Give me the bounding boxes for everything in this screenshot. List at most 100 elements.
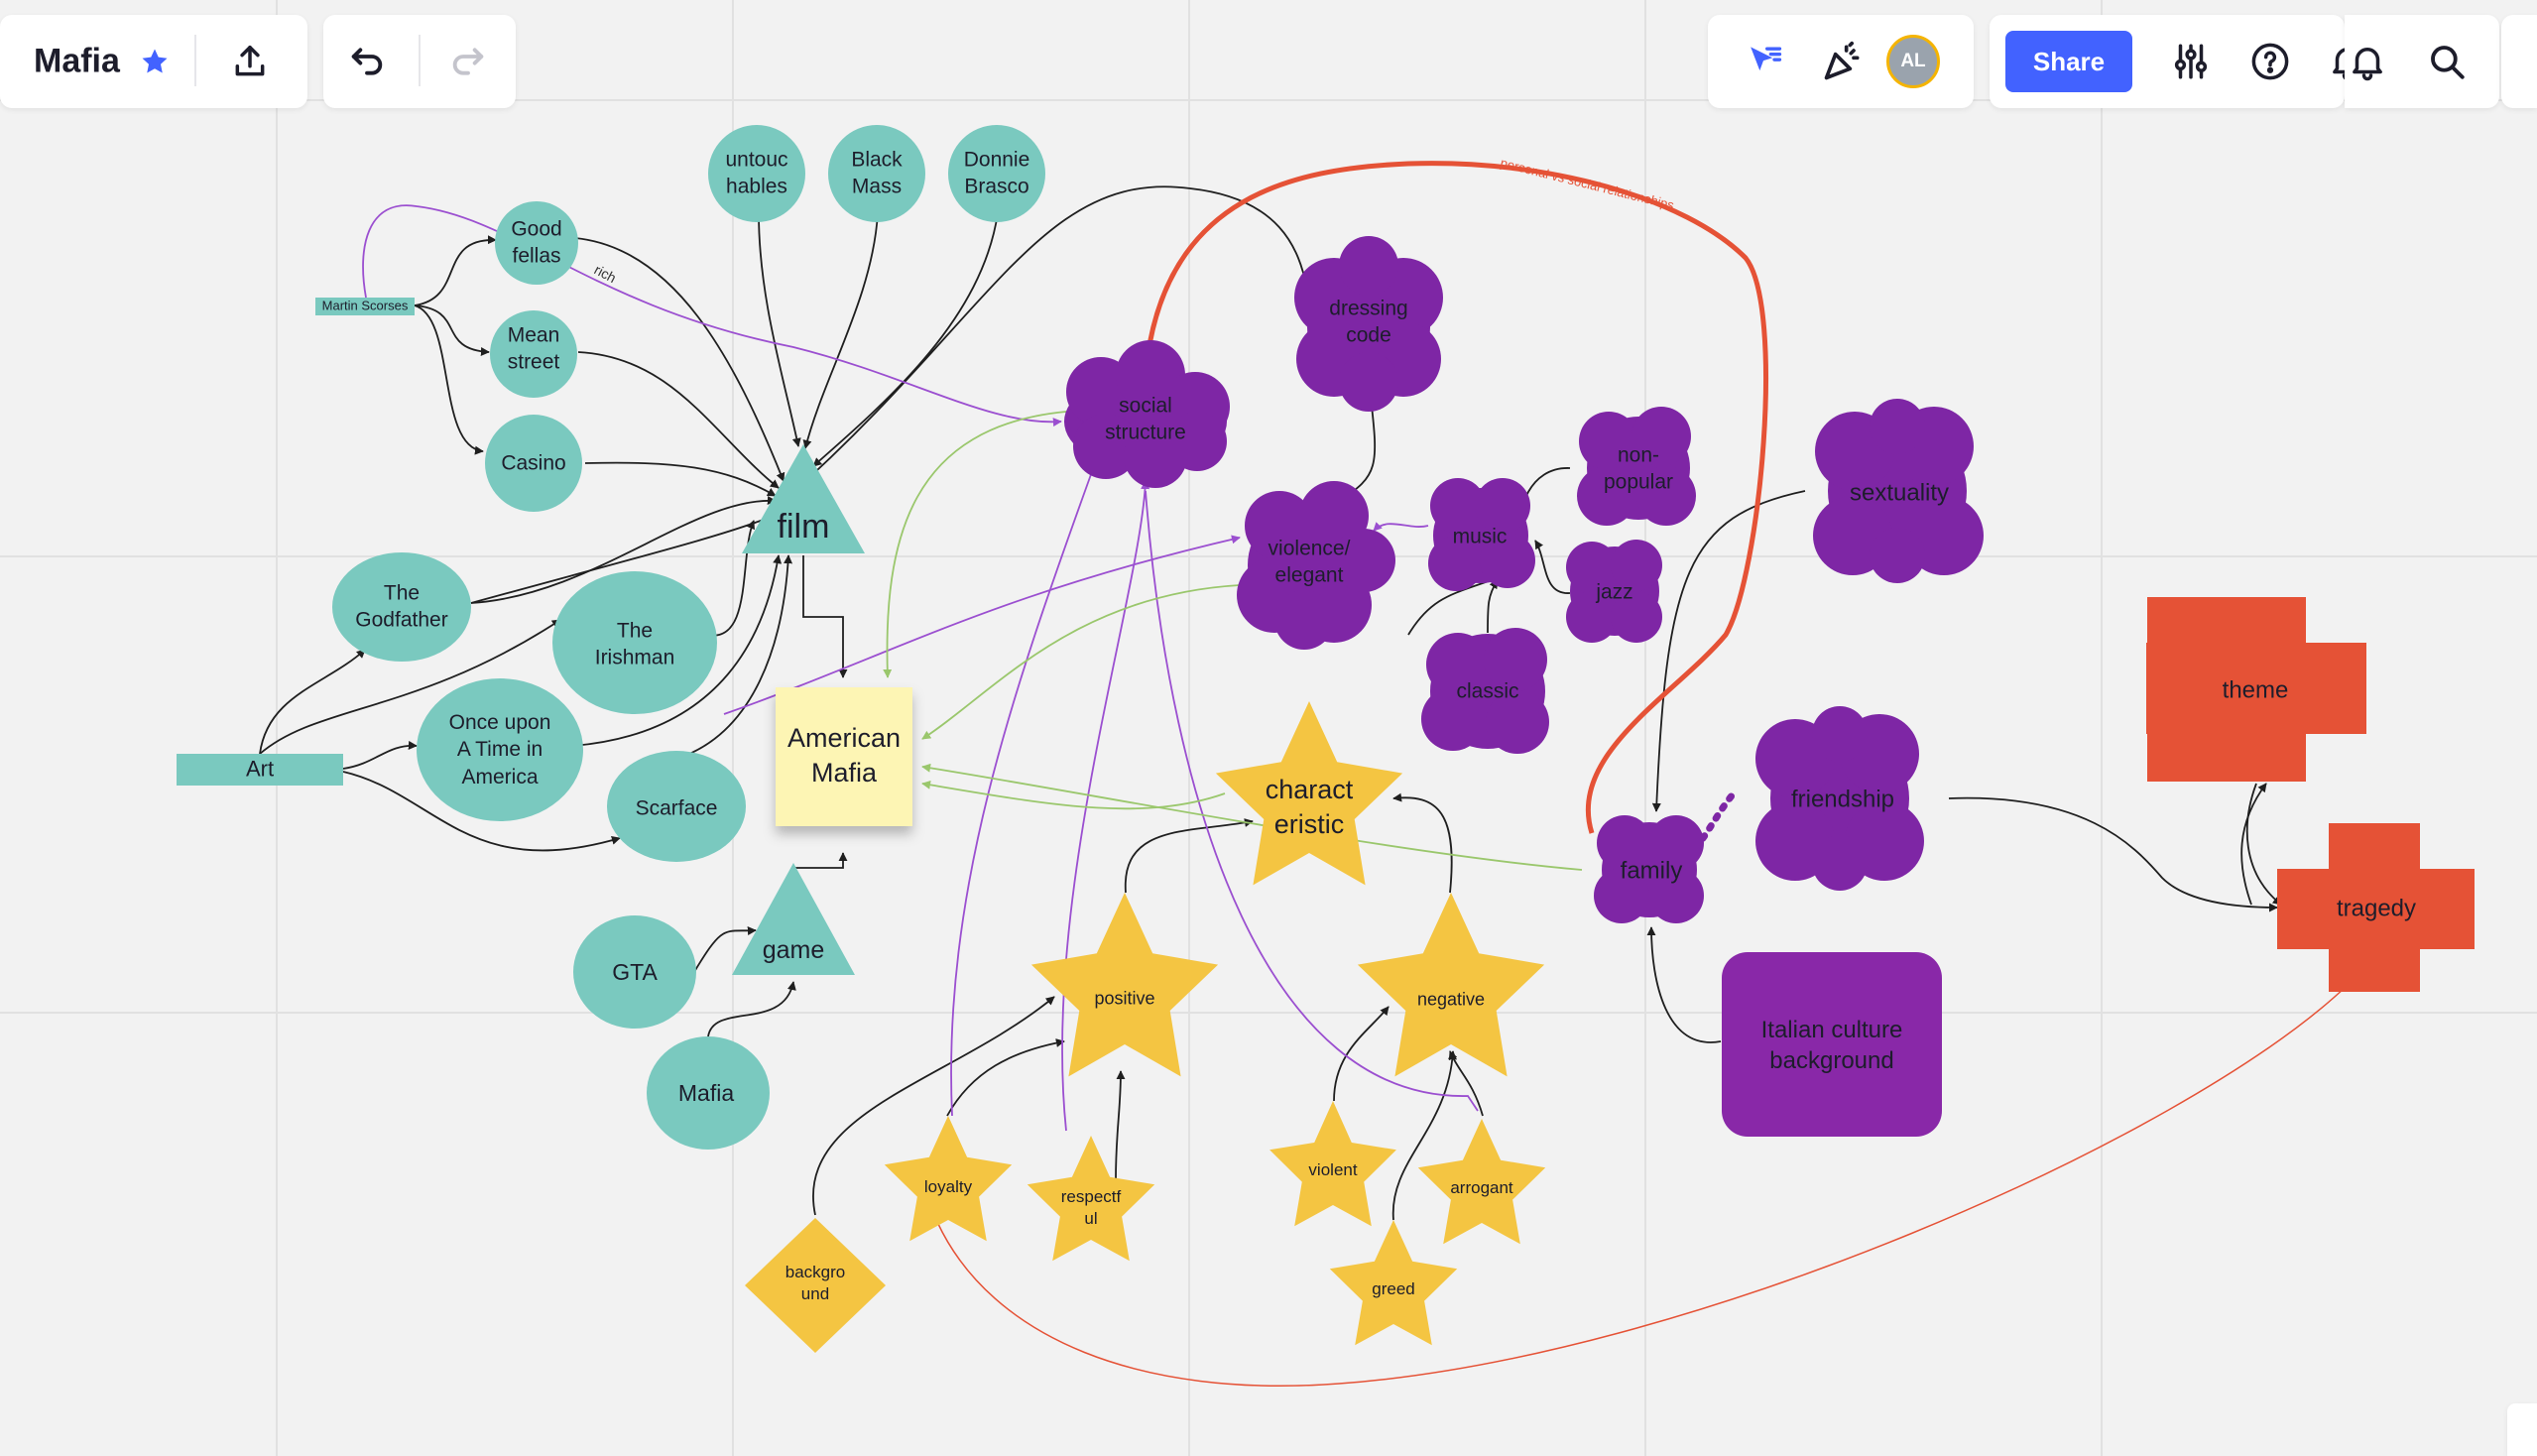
node-italian-culture[interactable] — [1722, 952, 1942, 1137]
node-music[interactable] — [1428, 478, 1535, 591]
connector — [362, 204, 1062, 427]
node-respectful[interactable] — [1027, 1136, 1155, 1262]
connector-label-personal-vs-social: personal vs social relationships — [1499, 155, 1676, 212]
connector — [342, 740, 418, 770]
connector — [1391, 1050, 1457, 1221]
node-black-mass[interactable] — [828, 125, 925, 222]
connector — [1115, 1070, 1126, 1181]
node-jazz[interactable] — [1566, 540, 1662, 643]
bell-icon[interactable] — [2345, 39, 2390, 84]
connector — [1448, 1050, 1484, 1117]
connector — [1392, 792, 1453, 894]
connector — [584, 461, 777, 497]
connector-label-rich: rich — [592, 262, 619, 287]
node-mafia-game[interactable] — [647, 1036, 770, 1150]
connector — [921, 763, 1583, 871]
node-scarface[interactable] — [607, 751, 746, 862]
connector — [802, 212, 879, 449]
connector — [675, 554, 793, 760]
connector — [812, 212, 999, 467]
connector-personal-vs-social — [1145, 161, 1768, 834]
connector — [470, 496, 777, 604]
connector — [1145, 490, 1479, 1112]
connector — [921, 780, 1226, 810]
connector — [574, 237, 785, 482]
node-martin-scorsese[interactable] — [315, 298, 415, 315]
connector — [705, 520, 755, 637]
node-greed[interactable] — [1329, 1220, 1458, 1346]
node-casino[interactable] — [485, 415, 582, 512]
connector — [1534, 540, 1571, 594]
toolbar-divider — [194, 35, 196, 86]
connector — [693, 926, 757, 973]
node-characteristic[interactable] — [1215, 701, 1403, 886]
title-panel: Mafia — [0, 15, 307, 108]
node-gta[interactable] — [573, 915, 696, 1029]
connector — [259, 619, 561, 755]
node-game[interactable] — [732, 863, 855, 975]
toolbar-divider — [419, 35, 421, 86]
node-dressing-code[interactable] — [1294, 236, 1443, 412]
connector — [1333, 1006, 1389, 1102]
connector-dots — [1692, 789, 1738, 852]
connector-tragedy — [936, 986, 2347, 1387]
redo-icon[interactable] — [446, 40, 490, 83]
node-non-popular[interactable] — [1577, 407, 1696, 526]
node-negative[interactable] — [1357, 893, 1545, 1077]
avatar[interactable]: AL — [1886, 35, 1940, 88]
connector — [2245, 783, 2282, 906]
node-film[interactable] — [742, 444, 865, 553]
connector — [2240, 783, 2267, 906]
connector — [946, 1038, 1065, 1117]
search-panel — [2345, 15, 2499, 108]
node-violent[interactable] — [1269, 1101, 1396, 1227]
node-family[interactable] — [1594, 815, 1704, 923]
node-loyalty[interactable] — [884, 1116, 1013, 1242]
share-button[interactable]: Share — [2005, 31, 2132, 92]
node-violence-elegant[interactable] — [1237, 481, 1395, 650]
node-untouchables[interactable] — [708, 125, 805, 222]
connector — [414, 235, 497, 306]
connector — [414, 304, 490, 357]
undo-icon[interactable] — [345, 40, 389, 83]
connector — [577, 351, 780, 489]
connector — [758, 212, 801, 447]
connector — [1125, 818, 1254, 894]
cursor-icon[interactable] — [1740, 38, 1787, 85]
node-background[interactable] — [745, 1218, 886, 1353]
corner-panel — [2507, 1403, 2537, 1456]
connector — [414, 304, 484, 455]
settings-sliders-icon[interactable] — [2168, 39, 2214, 84]
export-icon[interactable] — [228, 40, 272, 83]
node-art[interactable] — [177, 754, 343, 786]
node-goodfellas[interactable] — [495, 201, 578, 285]
node-arrogant[interactable] — [1417, 1119, 1546, 1245]
connector — [1373, 522, 1429, 532]
search-icon[interactable] — [2424, 39, 2470, 84]
edge-panel — [2501, 15, 2537, 108]
node-positive[interactable] — [1030, 893, 1219, 1077]
help-icon[interactable] — [2247, 39, 2293, 84]
node-mean-street[interactable] — [490, 310, 577, 398]
connector — [1646, 926, 1722, 1043]
connector — [1651, 490, 1806, 812]
celebration-icon[interactable] — [1819, 38, 1867, 85]
star-icon[interactable] — [137, 44, 173, 79]
node-friendship[interactable] — [1755, 706, 1924, 891]
main-actions-panel: Share — [1990, 15, 2345, 108]
connector — [883, 411, 1067, 678]
connector — [783, 185, 1310, 502]
connector — [342, 771, 621, 852]
node-donnie-brasco[interactable] — [948, 125, 1045, 222]
node-social-structure[interactable] — [1064, 340, 1230, 488]
sticky-note-american-mafia[interactable] — [776, 687, 912, 826]
board-title[interactable]: Mafia — [34, 42, 120, 80]
node-irishman[interactable] — [552, 571, 717, 714]
node-once-upon[interactable] — [417, 678, 583, 821]
node-godfather[interactable] — [332, 552, 471, 662]
node-sexuality[interactable] — [1813, 399, 1984, 583]
node-classic[interactable] — [1421, 628, 1549, 754]
connector — [1948, 796, 2278, 912]
connector — [707, 981, 796, 1037]
